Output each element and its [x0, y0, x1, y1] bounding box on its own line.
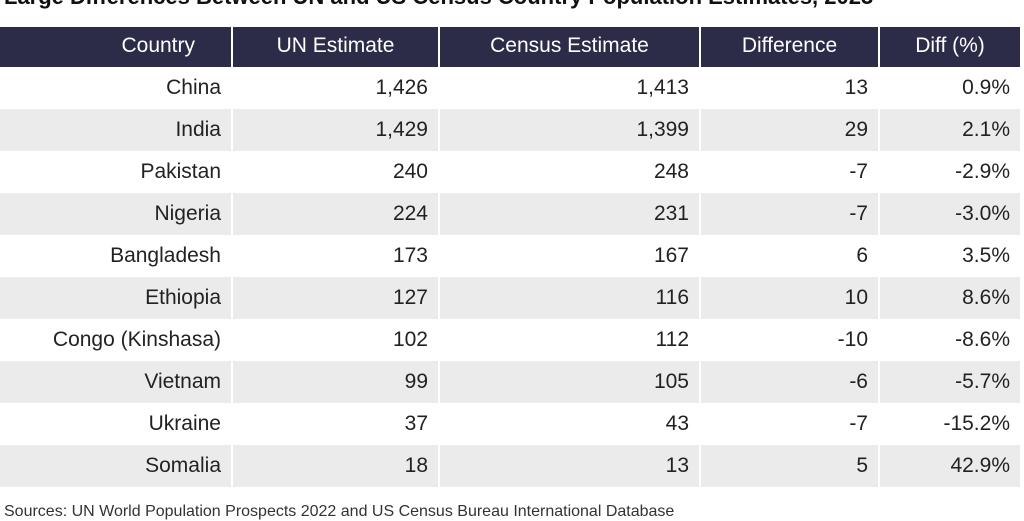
table-cell: 102 — [233, 319, 440, 361]
table-cell: 112 — [440, 319, 701, 361]
table-cell: 248 — [440, 151, 701, 193]
table-cell: 99 — [233, 361, 440, 403]
table-cell: 1,413 — [440, 67, 701, 109]
table-cell: Congo (Kinshasa) — [0, 319, 233, 361]
table-cell: -2.9% — [880, 151, 1022, 193]
table-cell: Pakistan — [0, 151, 233, 193]
table-cell: 224 — [233, 193, 440, 235]
table-row: China 1,426 1,413 13 0.9% — [0, 67, 1022, 109]
table-cell: Vietnam — [0, 361, 233, 403]
table-cell: -15.2% — [880, 403, 1022, 445]
table-cell: 42.9% — [880, 445, 1022, 487]
table-cell: 18 — [233, 445, 440, 487]
column-header: Census Estimate — [440, 27, 701, 67]
table-row: Vietnam 99 105 -6 -5.7% — [0, 361, 1022, 403]
table-row: Ethiopia 127 116 10 8.6% — [0, 277, 1022, 319]
table-cell: -7 — [701, 403, 880, 445]
column-header: Difference — [701, 27, 880, 67]
table-cell: India — [0, 109, 233, 151]
table-cell: 167 — [440, 235, 701, 277]
table-cell: -6 — [701, 361, 880, 403]
table-cell: -3.0% — [880, 193, 1022, 235]
title: Large Differences Between UN and US Cens… — [4, 0, 873, 10]
column-header: UN Estimate — [233, 27, 440, 67]
table-cell: 240 — [233, 151, 440, 193]
table-cell: 231 — [440, 193, 701, 235]
table-row: Congo (Kinshasa) 102 112 -10 -8.6% — [0, 319, 1022, 361]
table-cell: 127 — [233, 277, 440, 319]
source: Sources: UN World Population Prospects 2… — [4, 503, 675, 520]
table-row: Pakistan 240 248 -7 -2.9% — [0, 151, 1022, 193]
table-cell: -5.7% — [880, 361, 1022, 403]
table-cell: 5 — [701, 445, 880, 487]
column-header: Country — [0, 27, 233, 67]
table-cell: Nigeria — [0, 193, 233, 235]
table-cell: China — [0, 67, 233, 109]
table-cell: 13 — [701, 67, 880, 109]
table-cell: 37 — [233, 403, 440, 445]
table-cell: 10 — [701, 277, 880, 319]
table-cell: 105 — [440, 361, 701, 403]
table-cell: Ukraine — [0, 403, 233, 445]
table-row: Somalia 18 13 5 42.9% — [0, 445, 1022, 487]
header-row: Country UN Estimate Census Estimate Differe… — [0, 27, 1022, 69]
table-cell: Somalia — [0, 445, 233, 487]
table-cell: -10 — [701, 319, 880, 361]
table-row: Nigeria 224 231 -7 -3.0% — [0, 193, 1022, 235]
column-header: Diff (%) — [880, 27, 1022, 67]
table-row: Ukraine 37 43 -7 -15.2% — [0, 403, 1022, 445]
table-cell: 3.5% — [880, 235, 1022, 277]
table-cell: 43 — [440, 403, 701, 445]
table-cell: -7 — [701, 193, 880, 235]
table-cell: 8.6% — [880, 277, 1022, 319]
table-cell: 6 — [701, 235, 880, 277]
table-cell: -7 — [701, 151, 880, 193]
table-row: India 1,429 1,399 29 2.1% — [0, 109, 1022, 151]
table-cell: 2.1% — [880, 109, 1022, 151]
table-cell: 1,429 — [233, 109, 440, 151]
table-cell: 0.9% — [880, 67, 1022, 109]
table-cell: 29 — [701, 109, 880, 151]
table-cell: 1,399 — [440, 109, 701, 151]
table-cell: 116 — [440, 277, 701, 319]
table-cell: 1,426 — [233, 67, 440, 109]
table-cell: Ethiopia — [0, 277, 233, 319]
table-cell: 173 — [233, 235, 440, 277]
table-cell: 13 — [440, 445, 701, 487]
table-row: Bangladesh 173 167 6 3.5% — [0, 235, 1022, 277]
table-cell: Bangladesh — [0, 235, 233, 277]
table-cell: -8.6% — [880, 319, 1022, 361]
